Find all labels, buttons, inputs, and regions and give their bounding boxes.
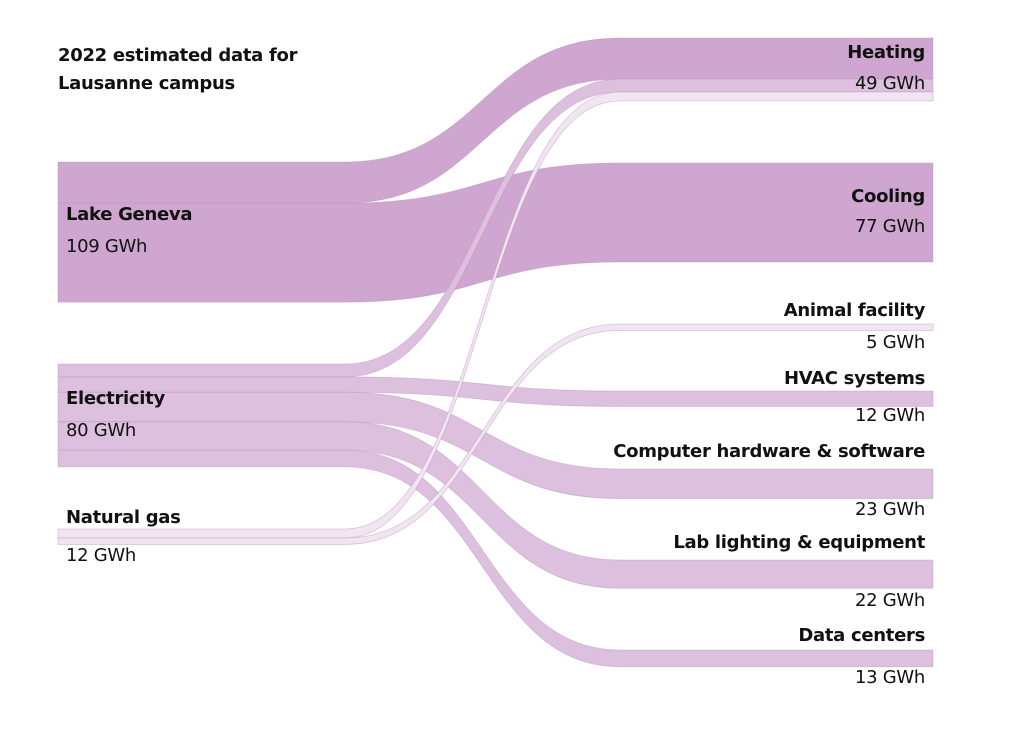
flow-electricity-to-lab (57, 421, 934, 589)
target-label-computer: Computer hardware & software (613, 441, 925, 462)
chart-title: 2022 estimated data for Lausanne campus (58, 42, 297, 98)
source-value-gas: 12 GWh (66, 545, 136, 566)
source-value-electricity: 80 GWh (66, 420, 136, 441)
target-value-lab: 22 GWh (855, 590, 925, 611)
flow-gas-to-heating (57, 91, 934, 539)
target-value-data: 13 GWh (855, 667, 925, 688)
flow-electricity-to-hvac (57, 376, 934, 407)
flow-gas-to-animal (57, 323, 934, 545)
target-label-cooling: Cooling (851, 186, 925, 207)
target-label-data: Data centers (798, 625, 925, 646)
flow-electricity-to-computer (57, 391, 934, 499)
target-value-heating: 49 GWh (855, 73, 925, 94)
target-label-heating: Heating (847, 42, 925, 63)
target-value-cooling: 77 GWh (855, 216, 925, 237)
flow-lake-to-cooling (57, 162, 934, 303)
title-line-1: 2022 estimated data for (58, 45, 298, 66)
source-label-lake: Lake Geneva (66, 204, 193, 225)
target-value-hvac: 12 GWh (855, 405, 925, 426)
target-value-animal: 5 GWh (866, 332, 925, 353)
source-label-electricity: Electricity (66, 388, 165, 409)
target-label-hvac: HVAC systems (783, 368, 925, 389)
source-value-lake: 109 GWh (66, 236, 148, 257)
target-label-animal: Animal facility (783, 300, 926, 321)
target-label-lab: Lab lighting & equipment (673, 532, 925, 553)
source-label-gas: Natural gas (66, 507, 181, 528)
title-line-2: Lausanne campus (58, 73, 235, 94)
target-value-computer: 23 GWh (855, 499, 925, 520)
